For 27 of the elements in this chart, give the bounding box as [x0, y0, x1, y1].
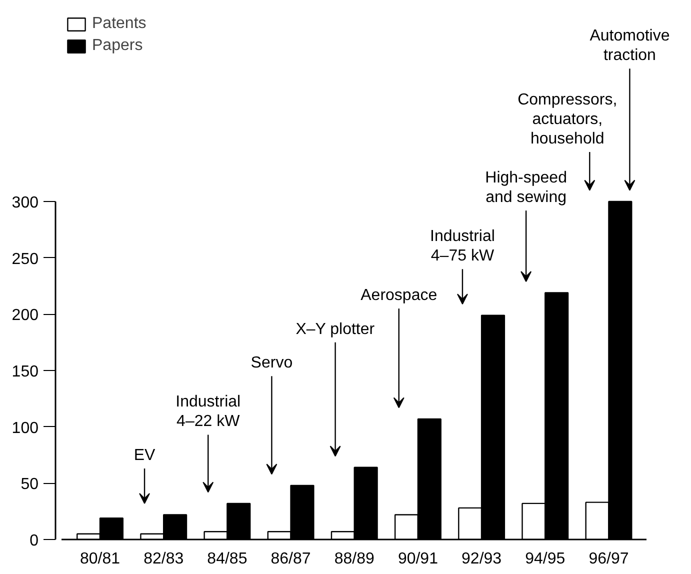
- x-tick-label: 86/87: [270, 550, 311, 568]
- x-tick-label: 94/95: [525, 550, 566, 568]
- text: Automotive traction: [590, 28, 670, 64]
- annotation: Aerospace: [360, 287, 438, 304]
- x-tick-label: 96/97: [588, 550, 629, 568]
- x-tick-label: 92/93: [462, 550, 502, 568]
- y-tick-label: 0: [30, 532, 39, 550]
- annotation: Industrial 4–22 kW: [176, 394, 241, 430]
- y-tick-label: 300: [12, 194, 39, 212]
- annotation: EV: [134, 447, 156, 464]
- legend-label: Papers: [92, 37, 143, 55]
- legend-label: Patents: [92, 15, 146, 33]
- text: Compressors, actuators, household: [518, 91, 618, 148]
- y-tick-label: 100: [12, 420, 39, 437]
- y-tick-label: 150: [12, 364, 39, 381]
- annotation: Servo: [250, 354, 293, 372]
- y-tick-label: 200: [12, 307, 39, 324]
- y-tick-label: 50: [20, 476, 39, 494]
- y-tick-label: 250: [12, 250, 39, 268]
- x-tick-label: 84/85: [207, 550, 248, 568]
- annotation: X–Y plotter: [296, 320, 376, 338]
- annotation: High-speed and sewing: [485, 169, 567, 206]
- x-tick-label: 82/83: [144, 550, 184, 568]
- x-tick-label: 80/81: [80, 550, 120, 568]
- x-tick-label: 88/89: [334, 550, 374, 568]
- annotation: Industrial 4–75 kW: [430, 228, 495, 265]
- x-tick-label: 90/91: [398, 550, 438, 568]
